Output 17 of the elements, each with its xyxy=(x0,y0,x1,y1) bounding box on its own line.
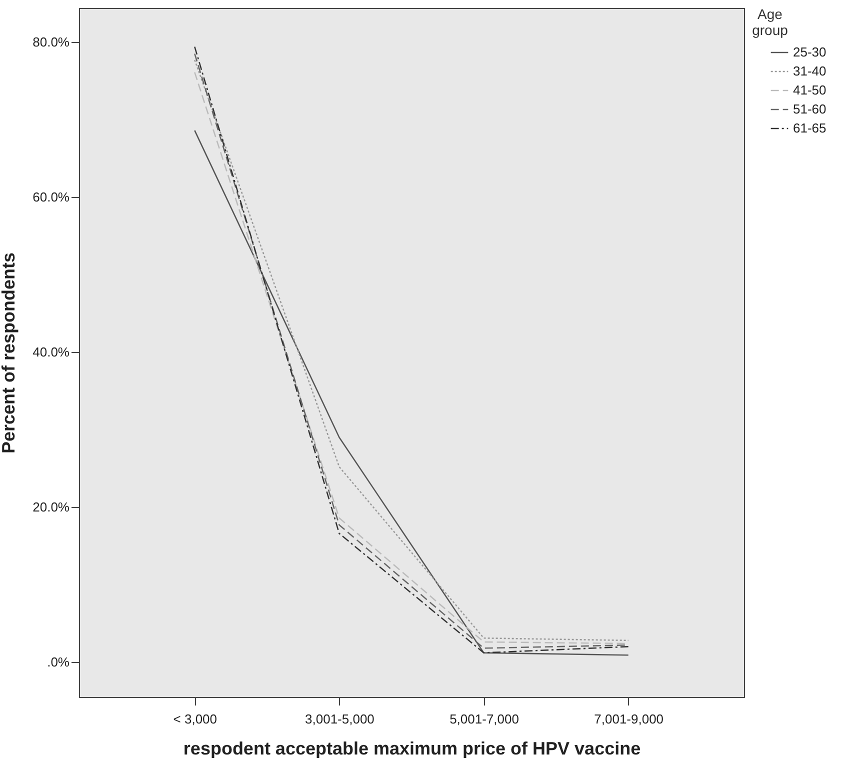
y-tick-label: 60.0% xyxy=(32,190,70,205)
legend-label: 51-60 xyxy=(793,102,826,116)
x-tick-label: 7,001-9,000 xyxy=(594,712,664,726)
y-axis-title: Percent of respondents xyxy=(0,252,19,454)
y-tick-label: .0% xyxy=(47,654,70,670)
legend-label: 41-50 xyxy=(793,82,826,98)
legend-label: 25-30 xyxy=(793,44,826,60)
legend-title: Age group xyxy=(752,6,788,38)
x-tick-label: 3,001-5,000 xyxy=(305,712,374,726)
legend-label: 61-65 xyxy=(793,120,826,136)
x-tick-label: 5,001-7,000 xyxy=(450,712,519,726)
y-tick-label: 20.0% xyxy=(32,500,70,515)
x-axis-title: respodent acceptable maximum price of HPV vaccine xyxy=(183,738,641,758)
legend-label: 31-40 xyxy=(793,64,826,78)
y-tick-label: 80.0% xyxy=(32,34,70,50)
x-tick-label: < 3,000 xyxy=(173,712,218,726)
y-tick-label: 40.0% xyxy=(32,344,70,360)
